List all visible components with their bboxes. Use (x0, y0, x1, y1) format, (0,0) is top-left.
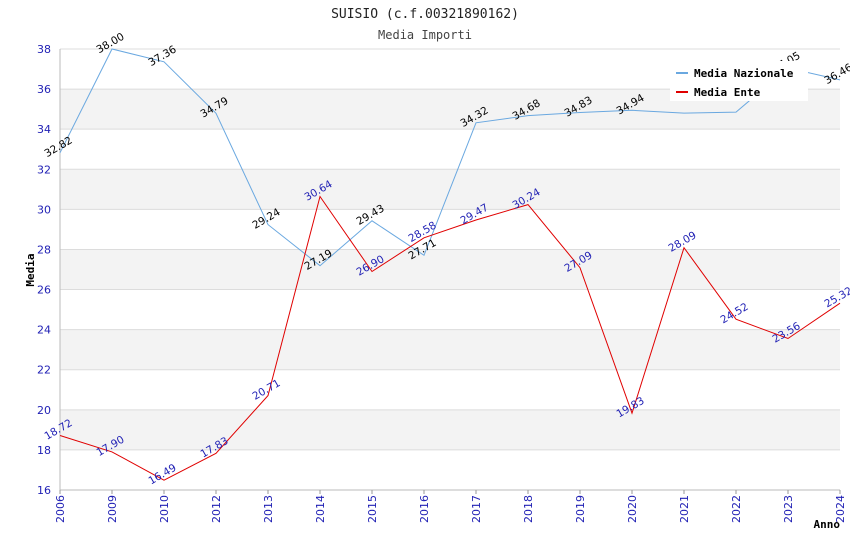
y-tick-label: 24 (37, 324, 51, 337)
legend-box (670, 61, 808, 101)
x-tick-label: 2014 (314, 495, 327, 523)
y-tick-label: 34 (37, 123, 51, 136)
x-tick-label: 2017 (470, 495, 483, 523)
y-tick-label: 22 (37, 364, 51, 377)
x-tick-label: 2019 (574, 495, 587, 523)
y-tick-label: 16 (37, 484, 51, 497)
chart-subtitle: Media Importi (378, 28, 472, 42)
x-tick-label: 2006 (54, 495, 67, 523)
y-axis-label: Media (24, 253, 37, 286)
x-tick-label: 2012 (210, 495, 223, 523)
legend-label: Media Nazionale (694, 67, 794, 80)
x-tick-label: 2022 (730, 495, 743, 523)
y-tick-label: 32 (37, 163, 51, 176)
series-line-media-ente (59, 195, 841, 481)
x-tick-label: 2010 (158, 495, 171, 523)
legend-label: Media Ente (694, 86, 761, 99)
x-axis-label: Anno (814, 518, 841, 531)
x-tick-label: 2015 (366, 495, 379, 523)
grid-band (60, 329, 840, 370)
grid-band (60, 409, 840, 450)
data-label: 32.82 (42, 135, 74, 160)
x-tick-label: 2009 (106, 495, 119, 523)
y-tick-label: 38 (37, 43, 51, 56)
grid-band (60, 249, 840, 290)
data-label: 16.49 (146, 462, 178, 487)
x-tick-label: 2016 (418, 495, 431, 523)
x-tick-label: 2013 (262, 495, 275, 523)
data-label: 29.24 (250, 206, 282, 232)
data-label: 37.36 (146, 43, 178, 69)
y-tick-label: 18 (37, 444, 51, 457)
data-label: 36.46 (822, 61, 850, 87)
x-tick-label: 2021 (678, 495, 691, 523)
y-tick-label: 36 (37, 83, 51, 96)
y-tick-label: 20 (37, 404, 51, 417)
series-line-media-nazionale (59, 48, 841, 267)
x-tick-label: 2018 (522, 495, 535, 523)
y-tick-label: 26 (37, 284, 51, 297)
x-tick-label: 2023 (782, 495, 795, 523)
chart-title: SUISIO (c.f.00321890162) (331, 7, 519, 22)
x-tick-label: 2024 (834, 495, 847, 523)
y-tick-label: 28 (37, 243, 51, 256)
data-label: 20.71 (250, 377, 282, 402)
x-tick-label: 2020 (626, 495, 639, 523)
y-tick-label: 30 (37, 203, 51, 216)
